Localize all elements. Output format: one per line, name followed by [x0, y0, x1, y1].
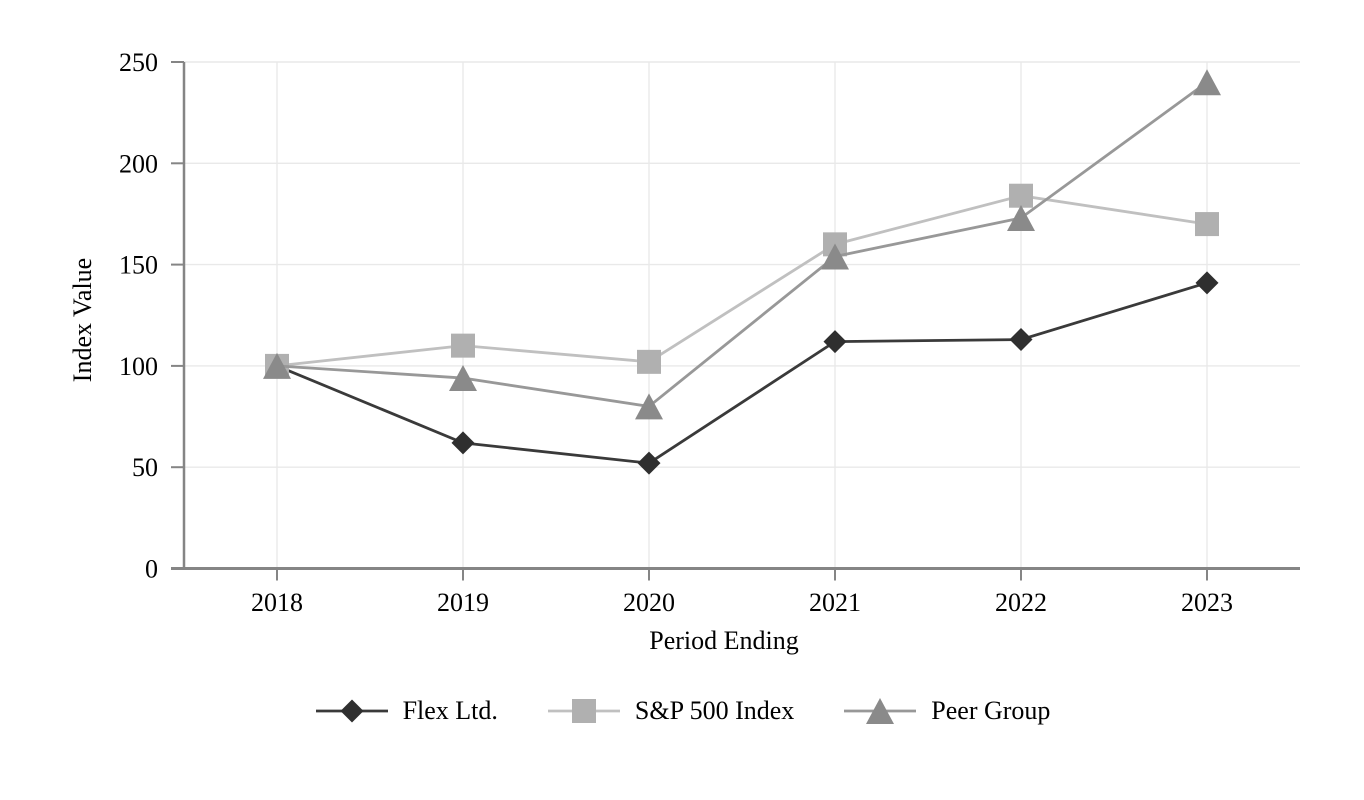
- legend-item-sp500: S&P 500 Index: [546, 696, 794, 726]
- series-line-s-p-500-index: [276, 194, 1208, 368]
- series-line-peer-group: [276, 81, 1208, 408]
- legend-marker: [340, 699, 364, 723]
- y-tick-label-250: 250: [119, 48, 158, 77]
- y-axis-title: Index Value: [68, 257, 97, 383]
- marker-s-p-500-index-2019: [451, 333, 475, 358]
- sp500-square-marker-icon: [547, 699, 620, 723]
- legend-label-flex: Flex Ltd.: [402, 696, 498, 725]
- horizontal-gridlines: [184, 61, 1300, 468]
- series-peer-group: [263, 69, 1221, 420]
- legend-label-sp500: S&P 500 Index: [634, 696, 795, 725]
- legend-item-flex: Flex Ltd.: [314, 696, 498, 726]
- marker-peer-group-2020: [635, 393, 663, 420]
- x-tick-label-2018: 2018: [251, 588, 303, 617]
- x-tick-label-2022: 2022: [995, 588, 1047, 617]
- x-tick-label-2023: 2023: [1181, 588, 1233, 617]
- marker-s-p-500-index-2020: [637, 349, 661, 374]
- chart-legend: Flex Ltd. S&P 500 Index Peer Group: [0, 692, 1364, 730]
- y-tick-label-100: 100: [119, 352, 158, 381]
- marker-peer-group-2018: [263, 352, 291, 379]
- y-tick-label-0: 0: [145, 555, 158, 584]
- flex-diamond-marker-icon: [315, 699, 388, 723]
- legend-label-peer-group: Peer Group: [931, 696, 1051, 725]
- marker-flex-ltd-2021: [823, 330, 847, 354]
- axes: [171, 62, 1300, 570]
- marker-s-p-500-index-2023: [1195, 212, 1219, 237]
- legend-marker: [571, 699, 596, 723]
- legend-marker: [866, 698, 895, 724]
- marker-flex-ltd-2019: [451, 431, 475, 455]
- x-axis-title: Period Ending: [649, 626, 799, 655]
- marker-flex-ltd-2022: [1009, 328, 1033, 352]
- marker-peer-group-2021: [821, 243, 849, 270]
- marker-peer-group-2019: [449, 365, 477, 392]
- peer-group-triangle-marker-icon: [844, 698, 917, 724]
- legend-item-peer-group: Peer Group: [842, 696, 1050, 726]
- marker-peer-group-2023: [1193, 69, 1221, 96]
- x-tick-label-2019: 2019: [437, 588, 489, 617]
- y-tick-label-200: 200: [119, 149, 158, 178]
- y-tick-label-150: 150: [119, 251, 158, 280]
- marker-flex-ltd-2023: [1195, 271, 1219, 295]
- series-line-flex-ltd: [276, 281, 1208, 465]
- ticks-and-labels: 0 50 100 150 200 250 2018 2019 2020 2021 2022 2023: [119, 48, 1233, 617]
- y-tick-label-50: 50: [132, 453, 158, 482]
- marker-s-p-500-index-2022: [1009, 183, 1033, 208]
- marker-peer-group-2022: [1007, 205, 1035, 232]
- x-tick-label-2020: 2020: [623, 588, 675, 617]
- vertical-gridlines: [276, 62, 1208, 569]
- series-s-p-500-index: [265, 183, 1219, 378]
- marker-flex-ltd-2020: [637, 451, 661, 475]
- x-tick-label-2021: 2021: [809, 588, 861, 617]
